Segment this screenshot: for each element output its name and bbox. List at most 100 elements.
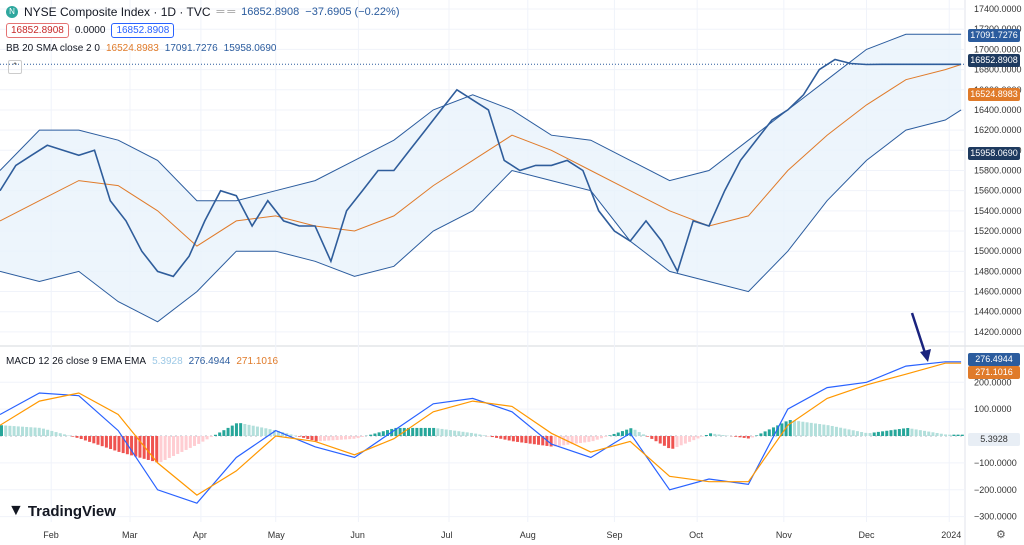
tradingview-logo[interactable]: ▼ TradingView	[8, 502, 116, 520]
macd-histogram-bar	[906, 427, 910, 436]
collapse-legend-icon[interactable]: ⌃	[8, 60, 22, 74]
buy-button[interactable]: 16852.8908	[111, 23, 175, 38]
bb-legend[interactable]: BB 20 SMA close 2 0 16524.8983 17091.727…	[6, 43, 276, 54]
macd-histogram-bar	[348, 436, 352, 440]
macd-histogram-bar	[738, 436, 742, 438]
indicator-toggle-icon[interactable]: ═ ═	[216, 6, 236, 18]
price-tick-label: 16400.0000	[974, 105, 1022, 115]
macd-histogram-bar	[188, 436, 192, 448]
macd-histogram-bar	[528, 436, 532, 444]
macd-histogram-bar	[58, 433, 62, 436]
macd-histogram-bar	[650, 436, 654, 439]
macd-histogram-bar	[641, 434, 645, 436]
macd-histogram-bar	[948, 434, 952, 436]
annotation-arrow-shaft	[910, 312, 928, 357]
symbol-header: N NYSE Composite Index · 1D · TVC ═ ═ 16…	[6, 5, 399, 19]
macd-tick-label: 200.0000	[974, 377, 1012, 387]
macd-histogram-bar	[792, 420, 796, 436]
macd-histogram-bar	[629, 428, 633, 436]
macd-histogram-bar	[432, 427, 436, 436]
macd-histogram-bar	[721, 435, 725, 436]
macd-tag: 276.4944	[968, 353, 1020, 366]
macd-histogram-bar	[562, 436, 566, 446]
macd-histogram-bar	[197, 436, 201, 444]
macd-legend[interactable]: MACD 12 26 close 9 EMA EMA 5.3928 276.49…	[6, 356, 278, 367]
time-tick-label: Sep	[606, 530, 622, 540]
macd-histogram-bar	[885, 430, 889, 436]
macd-histogram-bar	[8, 425, 12, 436]
macd-histogram-bar	[172, 436, 176, 456]
bb-basis-line	[0, 64, 962, 247]
macd-histogram-bar	[700, 436, 704, 437]
price-tick-label: 14600.0000	[974, 287, 1022, 297]
bb-upper-value: 17091.7276	[164, 43, 218, 54]
macd-histogram-bar	[12, 426, 16, 436]
macd-histogram-bar	[591, 436, 595, 442]
price-tick-label: 17400.0000	[974, 4, 1022, 14]
last-price: 16852.8908	[241, 6, 300, 18]
macd-histogram-bar	[537, 436, 541, 445]
macd-histogram-bar	[83, 436, 87, 441]
macd-histogram-bar	[579, 436, 582, 443]
settings-gear-icon[interactable]: ⚙	[996, 529, 1006, 541]
macd-histogram-bar	[944, 434, 948, 436]
macd-histogram-bar	[772, 427, 775, 436]
macd-histogram-bar	[872, 432, 876, 436]
macd-histogram-bar	[209, 436, 213, 438]
macd-histogram-bar	[310, 436, 314, 441]
macd-histogram-bar	[218, 432, 222, 436]
macd-histogram-bar	[92, 436, 96, 444]
macd-histogram-bar	[138, 436, 142, 458]
macd-histogram-bar	[927, 431, 931, 436]
macd-histogram-bar	[29, 427, 33, 436]
macd-histogram-bar	[163, 436, 167, 460]
macd-legend-label: MACD 12 26 close 9 EMA EMA	[6, 356, 147, 367]
macd-histogram-bar	[335, 436, 339, 440]
macd-histogram-bar	[671, 436, 675, 449]
macd-histogram-bar	[4, 425, 8, 436]
macd-hist-value: 5.3928	[152, 356, 183, 367]
macd-histogram-bar	[318, 436, 322, 442]
macd-histogram-bar	[868, 433, 872, 436]
macd-histogram-bar	[788, 420, 792, 436]
macd-histogram-bar	[860, 431, 864, 436]
macd-histogram-bar	[289, 434, 293, 436]
price-tick-label: 16800.0000	[974, 65, 1022, 75]
macd-histogram-bar	[130, 436, 134, 456]
price-tick-label: 14200.0000	[974, 327, 1022, 337]
bb-band-fill	[0, 34, 962, 322]
macd-histogram-bar	[583, 436, 587, 443]
time-tick-label: Oct	[689, 530, 704, 540]
macd-histogram-bar	[213, 434, 217, 436]
macd-histogram-bar	[633, 429, 637, 436]
macd-histogram-bar	[939, 433, 943, 436]
macd-histogram-bar	[675, 436, 679, 448]
macd-histogram-bar	[566, 436, 570, 445]
price-tick-label: 15000.0000	[974, 246, 1022, 256]
upper-band-tag: 17091.7276	[968, 29, 1020, 42]
macd-histogram-bar	[490, 436, 494, 438]
price-tick-label: 14400.0000	[974, 307, 1022, 317]
sell-button[interactable]: 16852.8908	[6, 23, 69, 38]
macd-histogram-bar	[813, 423, 817, 436]
time-tick-label: Dec	[859, 530, 876, 540]
symbol-title[interactable]: NYSE Composite Index · 1D · TVC	[24, 5, 211, 19]
macd-histogram-bar	[96, 436, 100, 445]
bb-lower-value: 15958.0690	[223, 43, 277, 54]
macd-histogram-bar	[780, 423, 784, 436]
macd-histogram-bar	[952, 434, 956, 436]
macd-histogram-bar	[436, 428, 440, 436]
macd-histogram-bar	[88, 436, 92, 442]
macd-histogram-bar	[411, 427, 415, 436]
macd-histogram-bar	[121, 436, 125, 454]
macd-histogram-bar	[889, 430, 893, 436]
macd-histogram-bar	[205, 436, 209, 440]
macd-tick-label: −300.0000	[974, 512, 1017, 522]
macd-histogram-bar	[230, 425, 234, 436]
macd-histogram-bar	[881, 431, 885, 436]
macd-histogram-bar	[54, 432, 58, 436]
time-tick-label: May	[268, 530, 286, 540]
macd-histogram-bar	[767, 429, 771, 436]
macd-histogram-bar	[386, 430, 389, 436]
